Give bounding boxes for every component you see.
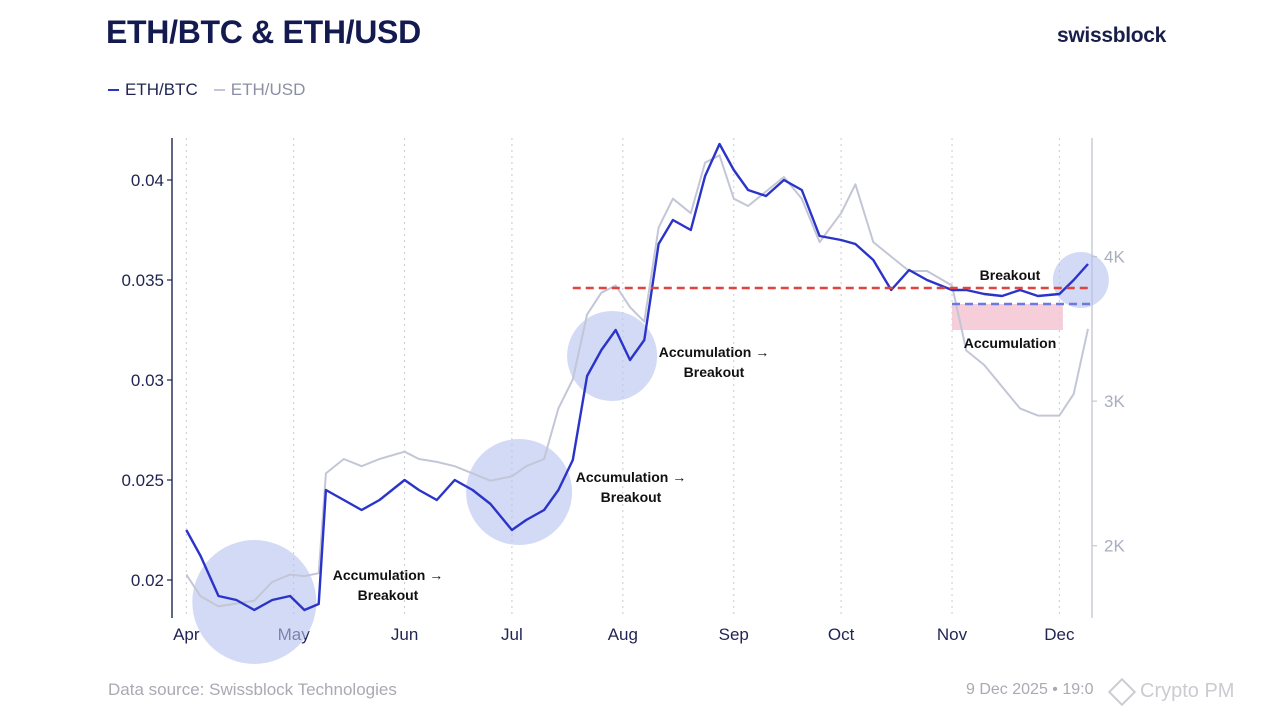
y-left-tick-label: 0.02: [131, 571, 164, 590]
timestamp: 9 Dec 2025 • 19:0: [966, 681, 1094, 698]
highlight-circle-3: [567, 311, 658, 401]
series-line-eth-usd: [185, 154, 1089, 608]
highlight-circle-1: [192, 540, 317, 664]
annotation-text: Accumulation: [964, 335, 1057, 351]
highlight-circle-2: [466, 439, 573, 545]
watermark-text: Crypto PM: [1140, 680, 1235, 702]
annotation-4: Breakout: [980, 267, 1041, 283]
y-left-tick-label: 0.04: [131, 171, 164, 190]
watermark: Crypto PM: [1107, 677, 1235, 706]
annotation-text: Accumulation →: [659, 344, 769, 360]
annotation-5: Accumulation: [964, 335, 1057, 351]
x-tick-sep: Sep: [719, 625, 749, 644]
chart-title: ETH/BTC & ETH/USD: [106, 14, 421, 50]
annotation-text: Breakout: [358, 587, 419, 603]
annotation-2: Accumulation → Breakout: [576, 469, 686, 505]
legend: ETH/BTC ETH/USD: [108, 80, 305, 100]
annotation-text: Breakout: [980, 267, 1041, 283]
annotation-text: Accumulation →: [333, 567, 443, 583]
highlight-circle-4: [1052, 252, 1109, 308]
x-tick-dec: Dec: [1044, 625, 1075, 644]
legend-label-eth-btc: ETH/BTC: [125, 80, 198, 99]
x-tick-aug: Aug: [608, 625, 638, 644]
annotation-3: Accumulation → Breakout: [659, 344, 769, 380]
annotation-text: Accumulation →: [576, 469, 686, 485]
legend-label-eth-usd: ETH/USD: [230, 80, 306, 99]
brand-logo: swissblock: [1057, 24, 1167, 47]
legend-swatch-eth-usd: [213, 89, 225, 91]
annotation-text: Breakout: [601, 489, 662, 505]
y-right-tick-label: 2K: [1104, 537, 1125, 556]
watermark-icon: [1107, 677, 1137, 706]
series-line-eth-btc: [185, 142, 1089, 612]
legend-item-eth-usd: ETH/USD: [213, 80, 306, 100]
legend-swatch-eth-btc: [108, 89, 119, 91]
x-tick-jun: Jun: [391, 625, 418, 644]
y-right-tick-label: 3K: [1104, 392, 1125, 411]
accumulation-zone: [952, 304, 1063, 330]
y-right-tick-label: 4K: [1104, 248, 1125, 267]
y-left-tick-label: 0.035: [121, 271, 164, 290]
legend-item-eth-btc: ETH/BTC: [108, 80, 198, 100]
x-tick-nov: Nov: [937, 625, 968, 644]
data-source-note: Data source: Swissblock Technologies: [108, 680, 397, 699]
x-tick-jul: Jul: [501, 625, 523, 644]
y-left-tick-label: 0.03: [131, 371, 164, 390]
annotation-text: Breakout: [684, 364, 745, 380]
y-left-tick-label: 0.025: [121, 471, 164, 490]
annotation-1: Accumulation → Breakout: [333, 567, 443, 603]
x-tick-apr: Apr: [173, 625, 200, 644]
x-tick-oct: Oct: [828, 625, 855, 644]
